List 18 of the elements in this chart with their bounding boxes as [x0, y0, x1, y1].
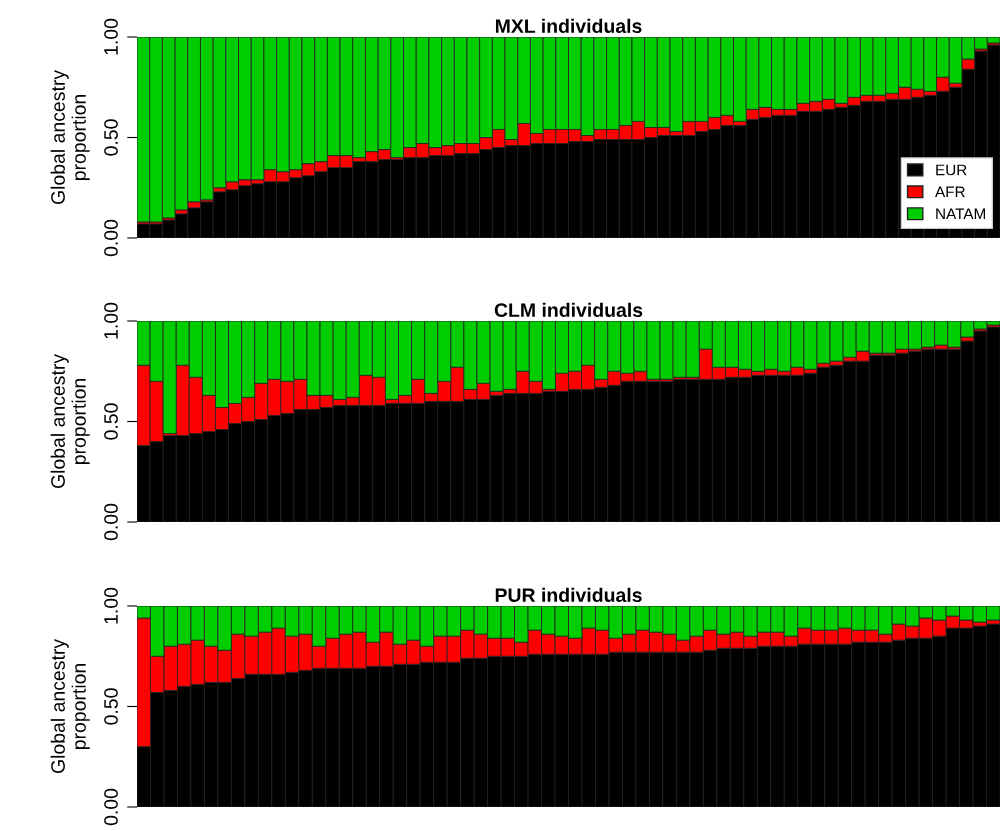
- legend-label: NATAM: [936, 208, 985, 220]
- y-tick-label: 0.00: [104, 788, 118, 826]
- y-tick-label: 0.50: [104, 403, 118, 440]
- y-axis-title: Global ancestry proportion: [50, 638, 90, 774]
- y-tick-label: 0.50: [104, 119, 118, 156]
- y-axis-title: Global ancestry proportion: [50, 69, 90, 205]
- legend-label: AFR: [935, 186, 965, 198]
- chart-title: CLM individuals: [494, 302, 643, 318]
- chart-title: PUR individuals: [495, 587, 642, 603]
- y-axis-title: Global ancestry proportion: [50, 353, 90, 489]
- y-tick-label: 1.00: [104, 18, 118, 55]
- y-tick-label: 1.00: [104, 587, 118, 624]
- y-tick-label: 1.00: [104, 302, 118, 339]
- y-tick-label: 0.50: [104, 688, 118, 725]
- legend-label: EUR: [936, 164, 967, 176]
- y-tick-label: 0.00: [104, 503, 118, 541]
- y-tick-label: 0.00: [104, 219, 118, 257]
- chart-title: MXL individuals: [495, 18, 642, 34]
